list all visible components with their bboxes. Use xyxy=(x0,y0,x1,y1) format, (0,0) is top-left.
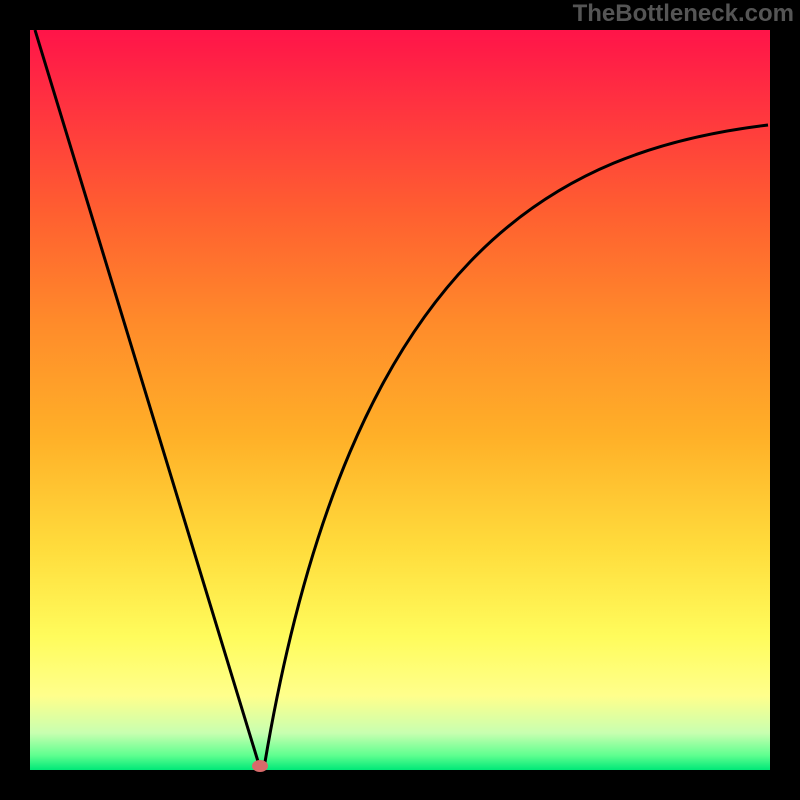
minimum-marker xyxy=(252,760,268,772)
watermark-text: TheBottleneck.com xyxy=(573,0,794,28)
plot-area xyxy=(30,30,770,770)
chart-container: TheBottleneck.com xyxy=(0,0,800,800)
bottleneck-chart xyxy=(0,0,800,800)
